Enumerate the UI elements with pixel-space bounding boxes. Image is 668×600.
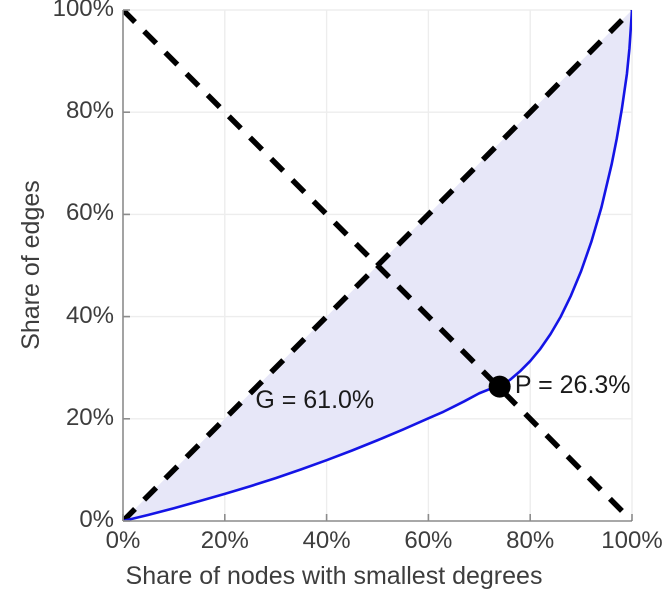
y-tick-label: 60% (65, 199, 114, 227)
y-tick-label: 40% (65, 301, 114, 329)
y-tick-label: 20% (65, 403, 114, 431)
y-tick-label: 0% (79, 506, 114, 533)
x-tick-label: 40% (302, 527, 351, 554)
gini-annotation: G = 61.0% (255, 385, 375, 414)
axis-frame (122, 10, 632, 522)
x-axis-title: Share of nodes with smallest degrees (125, 562, 543, 590)
x-tick-label: 0% (105, 527, 141, 554)
x-tick-label: 80% (506, 527, 555, 554)
y-tick-label: 80% (65, 97, 114, 125)
y-tick-label: 100% (52, 0, 114, 22)
x-tick-label: 20% (200, 527, 249, 554)
x-tick-label: 100% (601, 527, 663, 554)
y-axis-title: Share of edges (17, 180, 45, 350)
p-annotation: P = 26.3% (514, 370, 631, 399)
tick-marks (122, 9, 633, 522)
reference-dashed-line (123, 10, 632, 521)
y-axis-title-wrapper: Share of edges (17, 115, 47, 415)
reference-lines (123, 10, 632, 521)
p-point-marker (488, 375, 511, 398)
x-tick-label: 60% (404, 527, 453, 554)
